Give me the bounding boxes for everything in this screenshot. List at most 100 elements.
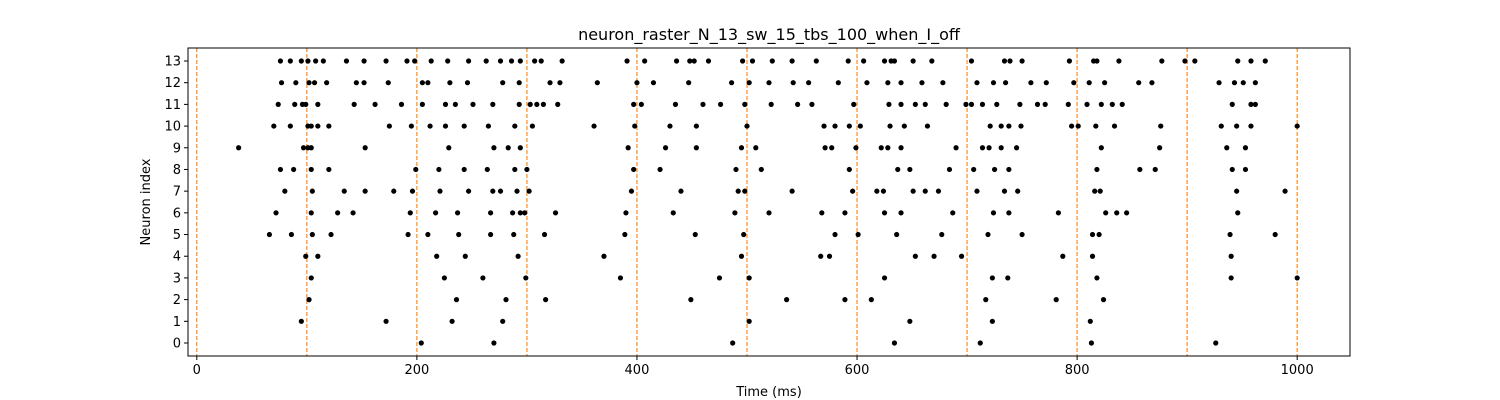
spike-point — [1252, 101, 1258, 107]
spike-point — [288, 231, 295, 238]
spike-point — [842, 210, 848, 216]
spike-point — [1229, 101, 1235, 107]
spike-point — [991, 166, 998, 173]
spike-point — [351, 101, 357, 107]
spike-point — [308, 145, 314, 151]
spike-point — [1240, 80, 1246, 86]
spike-point — [1182, 58, 1188, 64]
spike-point — [822, 145, 828, 151]
spike-point — [657, 166, 663, 173]
spike-point — [311, 80, 318, 86]
y-tick-label: 7 — [173, 185, 181, 200]
spike-point — [413, 166, 419, 173]
spike-point — [832, 123, 838, 129]
spike-point — [418, 340, 424, 346]
spike-point — [1096, 231, 1102, 238]
spike-point — [741, 231, 747, 238]
spike-point — [1013, 145, 1020, 151]
spike-point — [881, 275, 888, 281]
y-tick-label: 12 — [164, 76, 181, 91]
spike-point — [300, 145, 307, 151]
spike-point — [303, 101, 309, 107]
spike-point — [835, 80, 841, 86]
spike-point — [891, 58, 898, 64]
spike-point — [1137, 166, 1143, 173]
spike-point — [277, 58, 284, 64]
spike-point — [555, 101, 561, 107]
spike-point — [362, 188, 368, 194]
spike-point — [543, 297, 549, 303]
spike-point — [744, 123, 750, 129]
spike-point — [693, 123, 699, 129]
spike-point — [1066, 58, 1073, 64]
spike-point — [480, 275, 486, 281]
spike-point — [1093, 123, 1099, 129]
spike-point — [912, 101, 918, 107]
spike-point — [924, 123, 931, 129]
spike-point — [532, 58, 538, 64]
spike-point — [1086, 80, 1092, 86]
spike-point — [939, 231, 945, 238]
spike-point — [1124, 210, 1130, 216]
spike-point — [315, 253, 321, 259]
y-tick-label: 11 — [164, 98, 181, 113]
spike-point — [730, 340, 736, 346]
spike-point — [700, 101, 706, 107]
spike-point — [512, 123, 518, 129]
spike-point — [735, 188, 741, 194]
spike-point — [885, 80, 891, 86]
spike-point — [746, 275, 752, 281]
spike-point — [508, 58, 515, 64]
spike-point — [1089, 231, 1096, 238]
spike-point — [385, 80, 391, 86]
spike-point — [746, 318, 752, 324]
spike-point — [1005, 275, 1011, 281]
chart-title: neuron_raster_N_13_sw_15_tbs_100_when_I_… — [578, 25, 961, 45]
spike-point — [686, 80, 692, 86]
spike-point — [398, 101, 405, 107]
spike-point — [1018, 123, 1024, 129]
spike-point — [594, 80, 600, 86]
spike-point — [386, 123, 392, 129]
y-tick-label: 5 — [173, 228, 181, 243]
spike-point — [977, 340, 983, 346]
spike-point — [617, 275, 624, 281]
spike-point — [1294, 123, 1300, 129]
spike-point — [1136, 80, 1142, 86]
spike-point — [591, 123, 597, 129]
spike-point — [320, 58, 326, 64]
spike-point — [497, 58, 504, 64]
spike-point — [885, 145, 891, 151]
spike-point — [1192, 58, 1198, 64]
spike-point — [465, 188, 472, 194]
spike-point — [1242, 166, 1249, 173]
spike-point — [650, 80, 657, 86]
spike-point — [465, 58, 472, 64]
spike-point — [632, 123, 638, 129]
y-axis-label: Neuron index — [139, 158, 154, 245]
spike-point — [881, 58, 888, 64]
spike-point — [971, 166, 977, 173]
spike-point — [1094, 58, 1100, 64]
spike-point — [488, 210, 494, 216]
spike-point — [425, 80, 431, 86]
spike-point — [1272, 231, 1278, 238]
spike-point — [447, 80, 453, 86]
spike-point — [409, 188, 416, 194]
spike-point — [874, 188, 880, 194]
spike-point — [1103, 210, 1109, 216]
spike-point — [1149, 80, 1155, 86]
spike-point — [361, 80, 367, 86]
spike-point — [442, 123, 449, 129]
spike-point — [864, 80, 870, 86]
spike-point — [516, 101, 522, 107]
spike-point — [935, 188, 942, 194]
spike-point — [742, 188, 748, 194]
spike-point — [405, 231, 411, 238]
spike-point — [894, 231, 900, 238]
x-axis-ticks: 0 200 400 600 800 1000 — [193, 356, 1314, 378]
spike-point — [308, 166, 314, 173]
spike-point — [275, 101, 281, 107]
spike-point — [673, 58, 680, 64]
